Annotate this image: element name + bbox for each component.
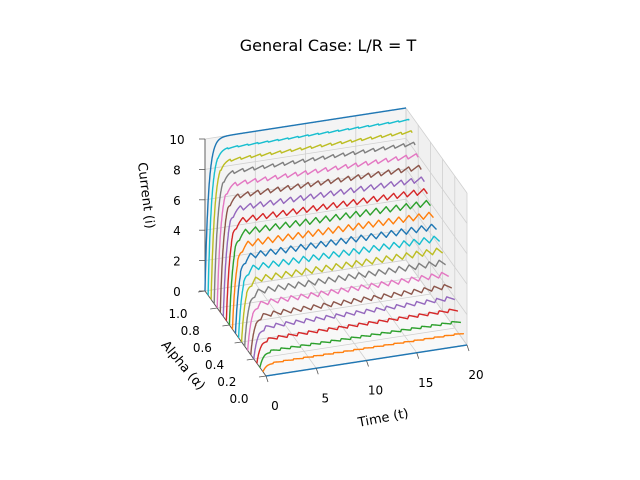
y-tick-label: 0.4 (205, 358, 224, 372)
y-tick-label: 0.0 (229, 392, 248, 406)
series-line (219, 164, 422, 313)
x-tick-mark (416, 352, 420, 359)
series-line (228, 199, 431, 326)
series-line (256, 308, 459, 364)
chart-title: General Case: L/R = T (240, 36, 417, 55)
x-tick-label: 0 (271, 399, 279, 413)
y-tick-label: 1.0 (168, 307, 187, 321)
z-tick-label: 2 (173, 255, 181, 269)
right-pane (406, 108, 467, 345)
series-line (216, 153, 419, 309)
series-line (222, 176, 425, 317)
y-tick-mark (234, 341, 242, 344)
series-line (240, 247, 444, 343)
series-line (244, 259, 447, 347)
series-line (259, 320, 462, 368)
series-line (225, 188, 428, 321)
y-tick-label: 0.6 (193, 341, 212, 355)
z-tick-label: 8 (173, 163, 181, 177)
y-tick-mark (258, 375, 267, 378)
z-tick-label: 6 (173, 194, 181, 208)
y-tick-mark (246, 358, 254, 361)
series-line (237, 235, 440, 338)
series-line (210, 130, 413, 300)
z-tick-label: 0 (173, 285, 181, 299)
z-tick-label: 4 (173, 224, 181, 238)
y-tick-label: 0.2 (217, 375, 236, 389)
x-tick-mark (366, 360, 369, 367)
grid-line-z (204, 137, 468, 224)
series-line (250, 284, 453, 355)
x-tick-label: 20 (468, 368, 483, 382)
tick-labels: 0 5 10 15 20 0.0 0.2 0.4 0.6 0.8 1.0 0 2 4 6 8 10 (168, 133, 483, 413)
grid-line-z (204, 198, 468, 285)
series-line (253, 296, 456, 360)
z-axis-label: Current (i) (134, 162, 157, 230)
grid-line-z (204, 259, 468, 346)
x-axis-label: Time (t) (356, 406, 410, 431)
x-tick-mark (466, 344, 470, 352)
series-line (207, 118, 410, 296)
x-tick-mark (265, 375, 269, 383)
series-line (247, 271, 450, 351)
series-line (262, 333, 465, 373)
x-tick-label: 15 (418, 376, 433, 390)
x-tick-label: 5 (321, 391, 329, 405)
series-line (213, 141, 416, 304)
y-tick-mark (222, 324, 230, 327)
z-tick-label: 10 (169, 133, 184, 147)
x-tick-mark (315, 368, 319, 375)
x-tick-label: 10 (368, 384, 383, 398)
series-line (234, 223, 437, 334)
y-tick-label: 0.8 (181, 324, 200, 338)
series-line (204, 107, 407, 292)
y-tick-mark (210, 307, 218, 310)
series-line (231, 211, 434, 330)
